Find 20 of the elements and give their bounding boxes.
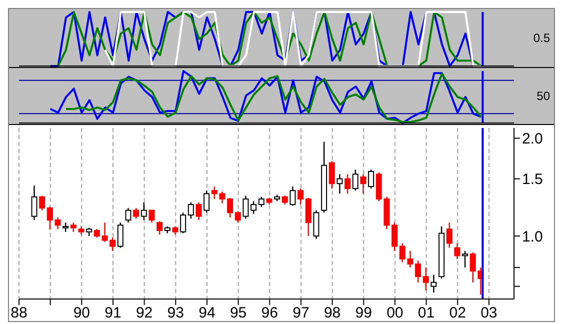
x-tick-label: 03 bbox=[480, 304, 498, 322]
x-tick-label: 01 bbox=[418, 304, 435, 322]
text: 0.5 bbox=[533, 31, 550, 45]
y-tick-label: 1.5 bbox=[522, 171, 543, 188]
y-tick-label: 2.0 bbox=[522, 130, 543, 148]
x-tick-label: 99 bbox=[355, 304, 372, 322]
x-tick-label: 02 bbox=[449, 304, 466, 322]
x-tick-label: 98 bbox=[324, 304, 341, 322]
x-tick-label: 95 bbox=[230, 304, 247, 322]
x-tick-label: 96 bbox=[261, 304, 278, 322]
x-tick-label: 97 bbox=[292, 304, 310, 322]
y-tick-label: 1.0 bbox=[522, 228, 543, 246]
x-tick-label: 88 bbox=[10, 304, 28, 322]
x-tick-label: 90 bbox=[73, 304, 90, 322]
x-tick-label: 00 bbox=[386, 304, 404, 322]
x-tick-label: 92 bbox=[136, 304, 153, 322]
x-tick-label: 91 bbox=[104, 304, 122, 322]
text: 50 bbox=[536, 89, 550, 103]
x-tick-label: 93 bbox=[167, 304, 184, 322]
x-tick-label: 94 bbox=[198, 304, 216, 322]
